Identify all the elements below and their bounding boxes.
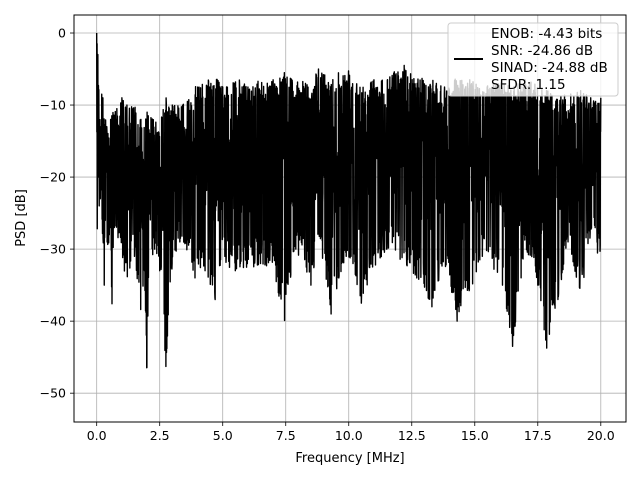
x-tick-label: 12.5 xyxy=(398,428,426,443)
y-tick-label: −30 xyxy=(40,242,66,257)
y-axis-ticks: 0 −10 −20 −30 −40 −50 xyxy=(40,26,74,401)
psd-series xyxy=(95,33,602,369)
y-tick-label: −10 xyxy=(40,98,66,113)
y-axis-label: PSD [dB] xyxy=(14,189,29,247)
legend-box xyxy=(447,22,619,97)
x-tick-label: 20.0 xyxy=(587,428,615,443)
legend-entry-enob: ENOB: -4.43 bits xyxy=(491,26,602,42)
psd-series-line xyxy=(95,33,602,369)
x-tick-label: 5.0 xyxy=(213,428,233,443)
legend: ENOB: -4.43 bits SNR: -24.86 dB SINAD: -… xyxy=(447,22,619,97)
y-tick-label: −50 xyxy=(40,386,66,401)
legend-entry-sfdr: SFDR: 1.15 xyxy=(491,77,566,93)
x-tick-label: 7.5 xyxy=(276,428,296,443)
x-axis-label: Frequency [MHz] xyxy=(295,451,404,466)
y-tick-label: −20 xyxy=(40,170,66,185)
x-tick-label: 2.5 xyxy=(150,428,170,443)
y-tick-label: −40 xyxy=(40,314,66,329)
y-tick-label: 0 xyxy=(58,26,66,41)
x-tick-label: 10.0 xyxy=(335,428,363,443)
x-tick-label: 17.5 xyxy=(524,428,552,443)
x-tick-label: 0.0 xyxy=(87,428,107,443)
x-axis-ticks: 0.0 2.5 5.0 7.5 10.0 12.5 15.0 17.5 20.0 xyxy=(87,422,615,443)
legend-entry-sinad: SINAD: -24.88 dB xyxy=(491,60,608,76)
x-tick-label: 15.0 xyxy=(461,428,489,443)
legend-entry-snr: SNR: -24.86 dB xyxy=(491,43,593,59)
plot-frame xyxy=(73,14,627,423)
